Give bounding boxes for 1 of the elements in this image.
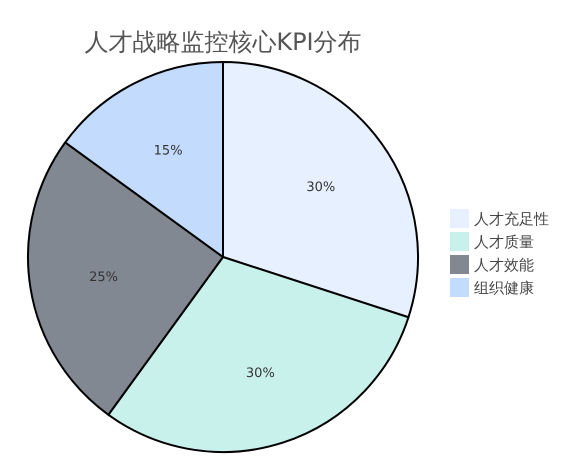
title: 人才战略监控核心KPI分布 <box>84 28 362 56</box>
